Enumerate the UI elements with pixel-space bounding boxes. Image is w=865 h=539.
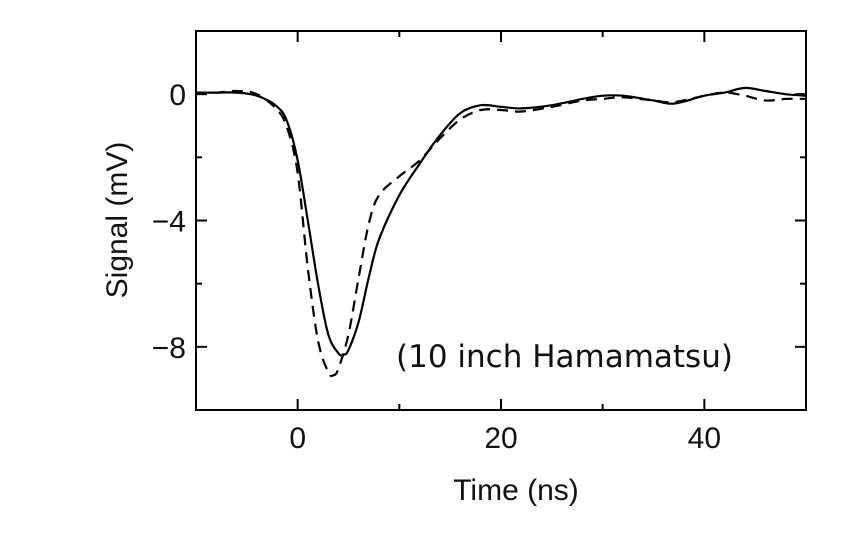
y-axis-title: Signal (mV) bbox=[101, 142, 134, 299]
solid-series-line bbox=[196, 86, 807, 357]
tick-marks bbox=[196, 31, 806, 410]
x-tick-label: 20 bbox=[484, 422, 517, 455]
series-layer bbox=[195, 86, 807, 378]
tick-labels: 0 20 40 0 −4 −8 bbox=[152, 79, 721, 455]
dashed-series-line bbox=[195, 89, 807, 378]
y-tick-label: −8 bbox=[152, 332, 186, 365]
y-tick-label: 0 bbox=[169, 79, 186, 112]
x-tick-label: 40 bbox=[688, 422, 721, 455]
x-tick-label: 0 bbox=[289, 422, 306, 455]
chart-annotation: (10 inch Hamamatsu) bbox=[396, 339, 733, 375]
y-tick-label: −4 bbox=[152, 206, 186, 239]
x-axis-title: Time (ns) bbox=[453, 474, 579, 507]
